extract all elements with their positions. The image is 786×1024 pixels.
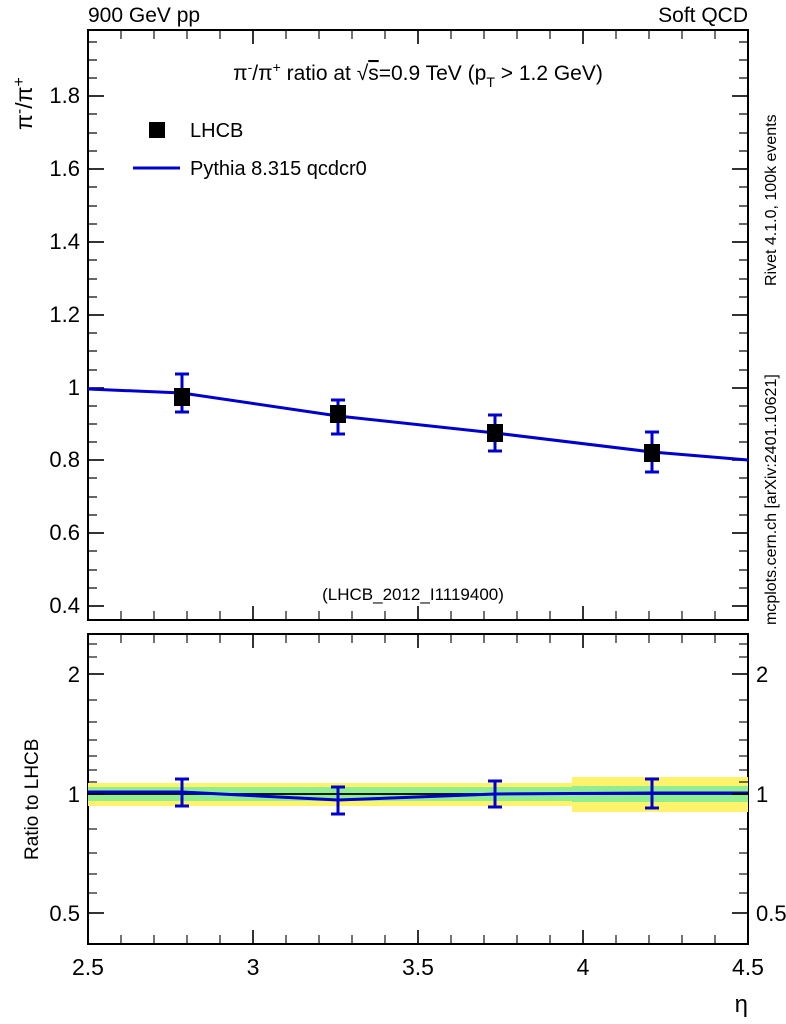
mc-error-bars <box>175 372 659 474</box>
ytick-1: 1 <box>68 375 80 400</box>
legend-marker-lhcb <box>149 122 165 138</box>
ratio-y-tick-labels-right: 2 1 0.5 <box>756 662 786 926</box>
ratio-ytick-2-left: 2 <box>68 662 80 687</box>
title-mid: ratio at <box>281 62 357 85</box>
ylabel-slash: / <box>11 102 37 109</box>
ratio-y-axis-minor-ticks <box>88 643 748 894</box>
ratio-y-tick-labels-left: 2 1 0.5 <box>49 662 80 926</box>
x-tick-labels: 2.5 3 3.5 4 4.5 <box>72 954 764 980</box>
xtick-3: 3 <box>247 954 260 980</box>
ratio-ytick-0.5-left: 0.5 <box>49 901 80 926</box>
title-slash: / <box>252 62 258 85</box>
mc-curve-pythia <box>87 387 749 462</box>
mcplots-source-label: mcplots.cern.ch [arXiv:2401.10621] <box>763 374 780 625</box>
svg-text:π-/π+ ratio at √s=0.9 TeV (pT: π-/π+ ratio at √s=0.9 TeV (pT > 1.2 GeV) <box>233 59 603 90</box>
ylabel-pi1: π <box>11 114 37 130</box>
ratio-y-axis-ticks <box>88 673 748 914</box>
ratio-ytick-2-right: 2 <box>756 662 768 687</box>
ytick-1.4: 1.4 <box>49 229 80 254</box>
ylabel-sup-minus: - <box>11 109 28 114</box>
ytick-0.6: 0.6 <box>49 520 80 545</box>
ratio-curve-pythia <box>88 790 748 802</box>
ytick-1.6: 1.6 <box>49 156 80 181</box>
ytick-1.8: 1.8 <box>49 83 80 108</box>
svg-text:π-/π+: π-/π+ <box>11 77 37 130</box>
legend: LHCB Pythia 8.315 qcdcr0 <box>133 120 367 180</box>
x-axis-label: η <box>735 991 748 1018</box>
ytick-0.4: 0.4 <box>49 593 80 618</box>
main-plot-frame <box>87 29 749 621</box>
title-tail: > 1.2 GeV) <box>495 62 603 85</box>
title-eq: =0.9 TeV (p <box>379 62 487 85</box>
ratio-ytick-1-right: 1 <box>756 782 768 807</box>
main-x-axis-ticks <box>87 30 749 620</box>
xtick-4.5: 4.5 <box>732 954 764 980</box>
title-pi1: π <box>233 62 248 85</box>
legend-label-pythia: Pythia 8.315 qcdcr0 <box>190 158 367 180</box>
header-right-label: Soft QCD <box>658 4 748 27</box>
rivet-version-label: Rivet 4.1.0, 100k events <box>763 114 780 286</box>
xtick-2.5: 2.5 <box>72 954 104 980</box>
ytick-0.8: 0.8 <box>49 447 80 472</box>
plot-title: π-/π+ ratio at √s=0.9 TeV (pT > 1.2 GeV) <box>233 59 603 90</box>
right-side-annotations: Rivet 4.1.0, 100k events mcplots.cern.ch… <box>752 0 786 1024</box>
title-sup-plus: + <box>273 59 281 75</box>
analysis-id-watermark: (LHCB_2012_I1119400) <box>322 585 504 604</box>
title-pi2: π <box>258 62 273 85</box>
title-sup-minus: - <box>248 59 253 75</box>
ratio-x-axis-ticks <box>87 634 749 944</box>
main-y-axis-label: π-/π+ <box>11 77 37 130</box>
header-left-label: 900 GeV pp <box>88 4 200 27</box>
ratio-ytick-1-left: 1 <box>68 782 80 807</box>
data-markers-lhcb <box>174 388 660 462</box>
ratio-error-bars <box>175 777 659 816</box>
ratio-x-axis-minor-ticks <box>120 634 716 944</box>
main-y-axis-minor-ticks <box>88 41 748 589</box>
xtick-3.5: 3.5 <box>402 954 434 980</box>
title-sub-T: T <box>486 74 495 90</box>
main-y-tick-labels: 0.4 0.6 0.8 1 1.2 1.4 1.6 1.8 <box>49 83 80 618</box>
header-bar: 900 GeV pp Soft QCD <box>0 0 786 30</box>
ytick-1.2: 1.2 <box>49 302 80 327</box>
main-y-axis-ticks <box>88 95 748 607</box>
sqrt-symbol: √ <box>357 62 369 85</box>
main-x-axis-minor-ticks <box>120 30 716 620</box>
ratio-ytick-0.5-right: 0.5 <box>756 901 786 926</box>
ylabel-sup-plus: + <box>11 77 28 86</box>
ratio-y-axis-label: Ratio to LHCB <box>22 739 43 860</box>
ylabel-pi2: π <box>11 87 37 103</box>
legend-label-lhcb: LHCB <box>190 120 243 142</box>
xtick-4: 4 <box>577 954 590 980</box>
title-sqrt-s: s <box>368 62 379 85</box>
